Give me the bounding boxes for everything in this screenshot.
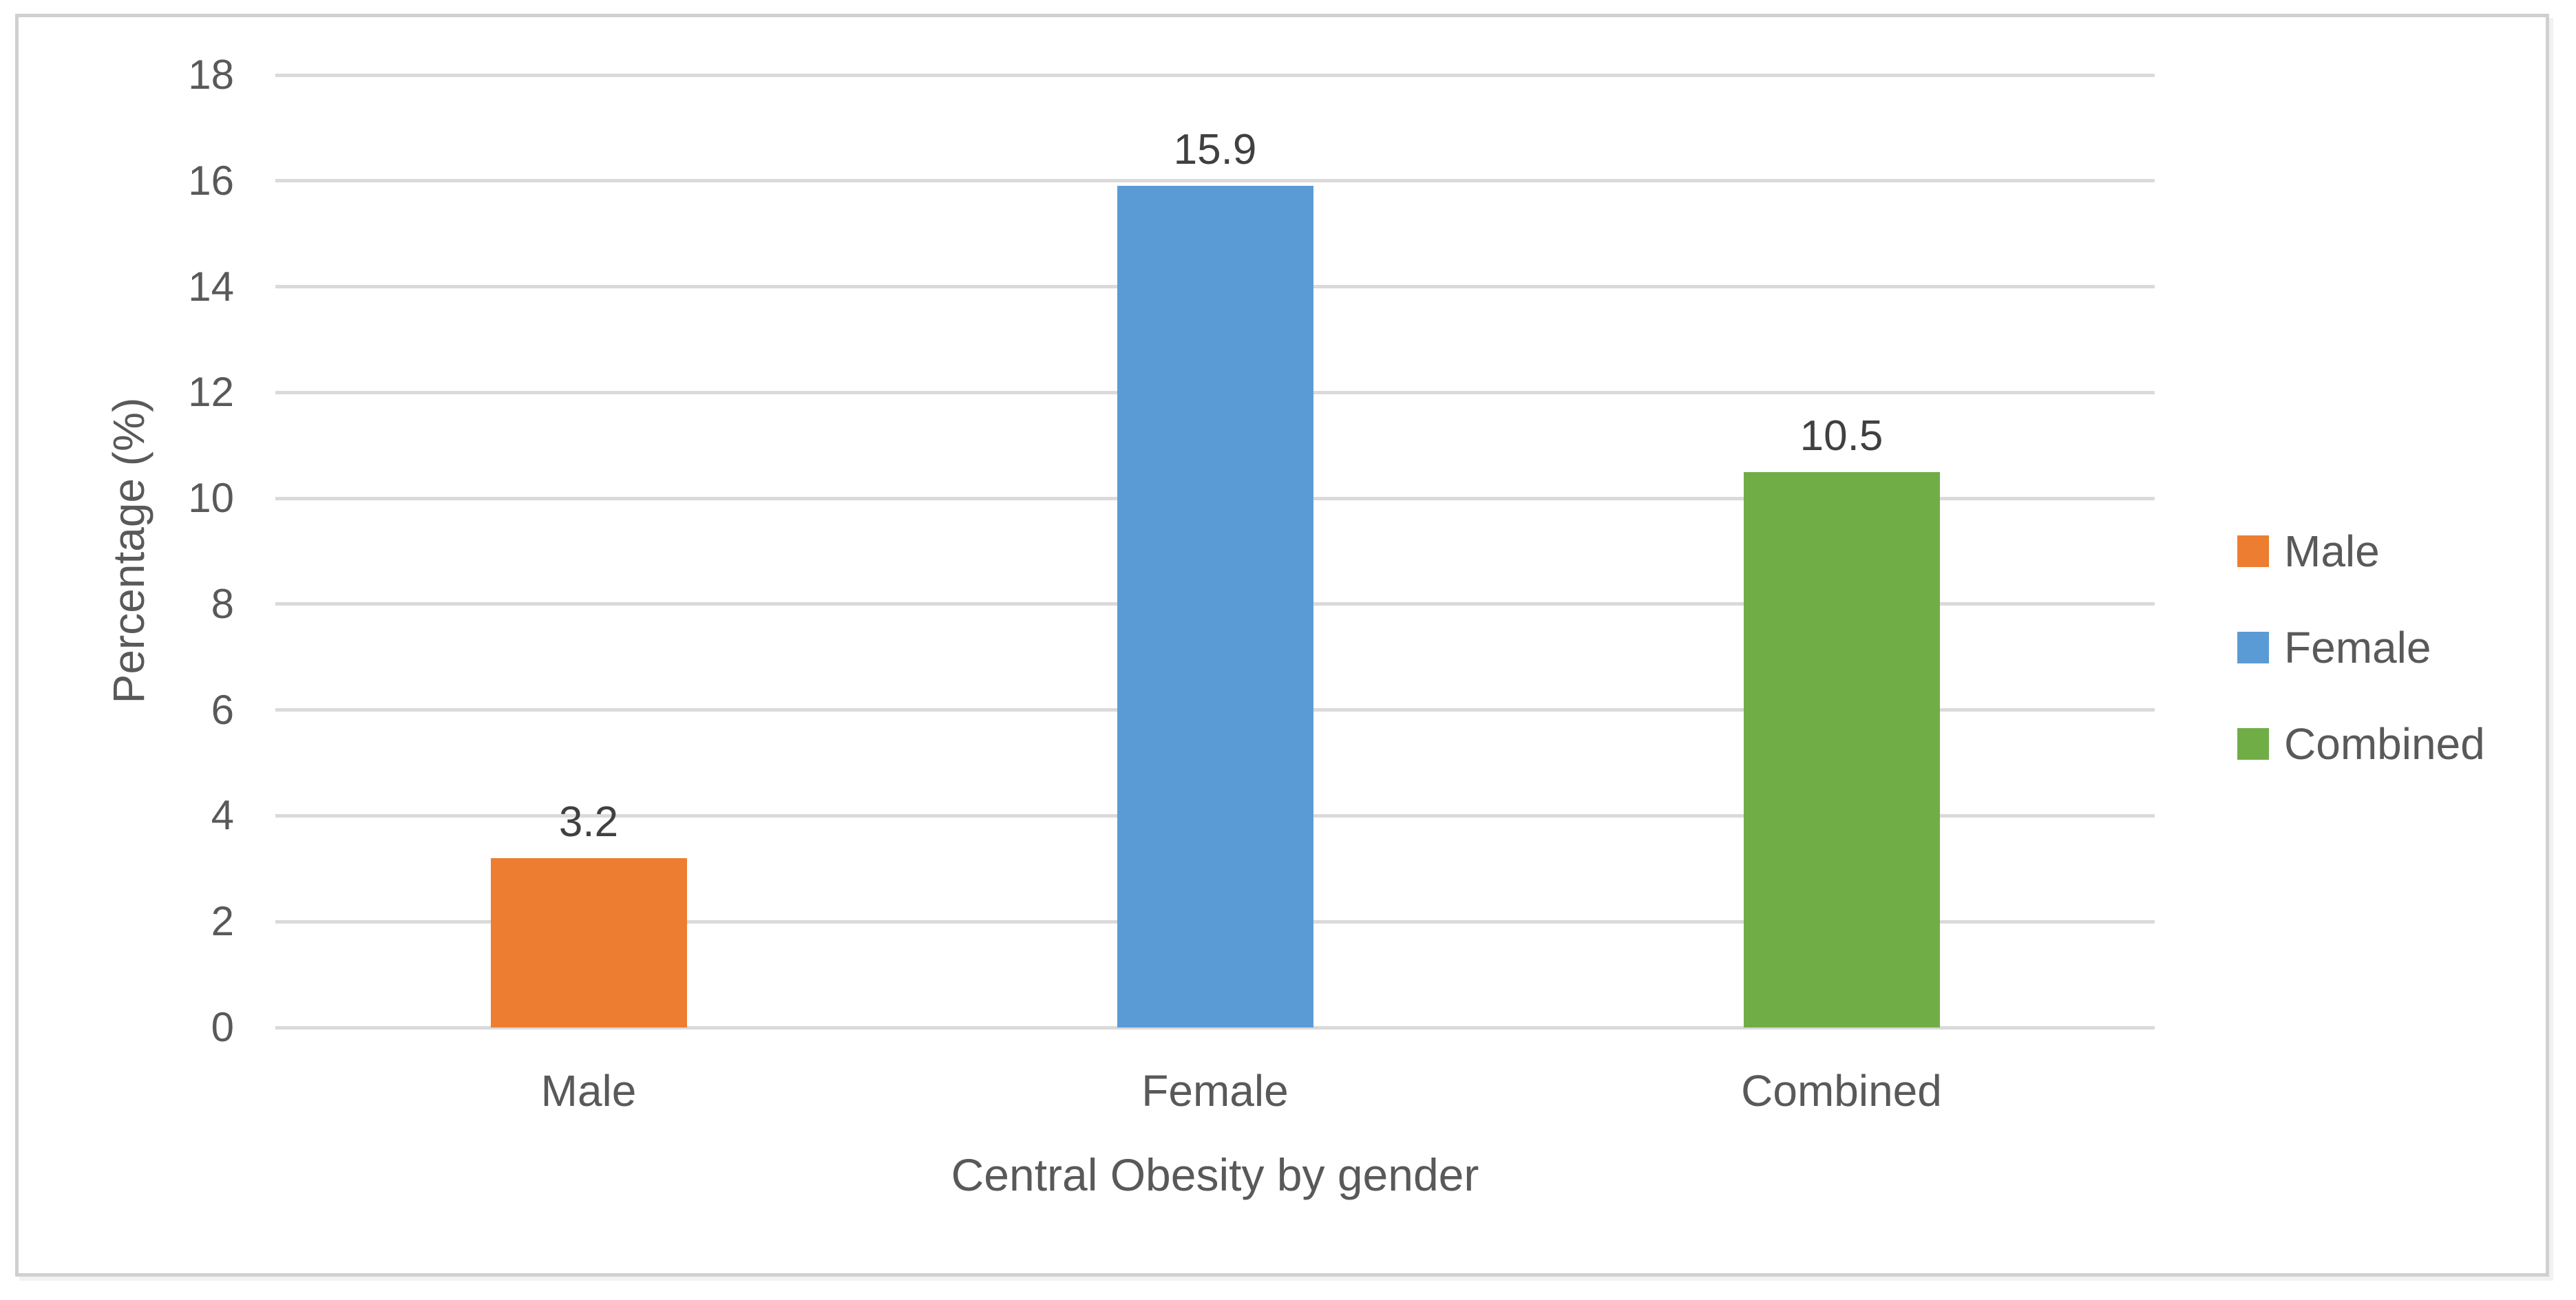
y-tick-label: 14 xyxy=(188,263,234,310)
legend-label: Female xyxy=(2284,623,2431,672)
legend-label: Male xyxy=(2284,526,2380,576)
bar-female xyxy=(1117,186,1313,1027)
y-tick-label: 8 xyxy=(211,580,234,627)
y-axis-title: Percentage (%) xyxy=(104,397,154,704)
legend-label: Combined xyxy=(2284,719,2485,769)
y-tick-label: 4 xyxy=(211,792,234,839)
legend-item-combined: Combined xyxy=(2237,696,2485,792)
legend-item-male: Male xyxy=(2237,503,2485,599)
y-tick-label: 2 xyxy=(211,898,234,945)
legend: Male Female Combined xyxy=(2237,503,2485,792)
y-tick-label: 6 xyxy=(211,686,234,733)
bar-male xyxy=(490,857,687,1027)
y-tick-label: 16 xyxy=(188,157,234,204)
data-label-male: 3.2 xyxy=(558,798,619,846)
x-axis-title: Central Obesity by gender xyxy=(951,1149,1479,1200)
data-label-female: 15.9 xyxy=(1173,126,1257,174)
legend-swatch-icon xyxy=(2237,535,2269,567)
gridline xyxy=(275,1025,2155,1030)
legend-swatch-icon xyxy=(2237,728,2269,760)
category-label-male: Male xyxy=(540,1066,637,1116)
category-label-female: Female xyxy=(1141,1066,1289,1116)
y-tick-label: 18 xyxy=(188,52,234,98)
y-tick-label: 0 xyxy=(211,1004,234,1050)
gridline xyxy=(275,73,2155,77)
category-label-combined: Combined xyxy=(1741,1066,1942,1116)
legend-swatch-icon xyxy=(2237,632,2269,663)
data-label-combined: 10.5 xyxy=(1799,412,1883,460)
legend-item-female: Female xyxy=(2237,599,2485,696)
y-tick-label: 10 xyxy=(188,475,234,522)
y-tick-label: 12 xyxy=(188,369,234,416)
bar-combined xyxy=(1743,471,1940,1027)
gridline xyxy=(275,179,2155,183)
